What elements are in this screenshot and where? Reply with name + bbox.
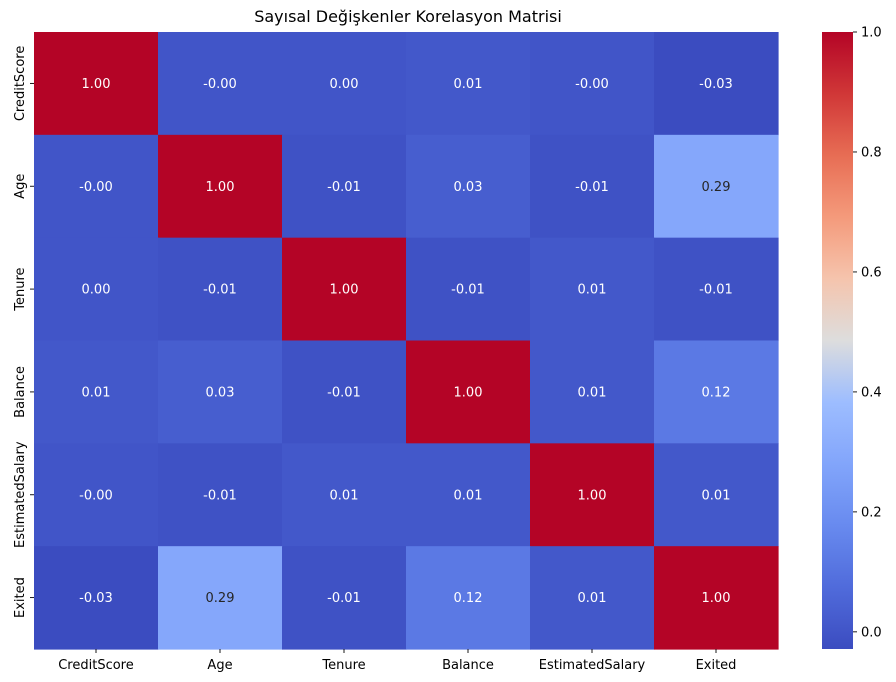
colorbar-gradient [822,32,853,649]
x-tick-label: CreditScore [58,658,134,673]
cell-value-label: 0.12 [454,591,483,606]
cell-value-label: 0.01 [578,283,607,298]
heatmap-cell [654,443,779,547]
heatmap-cell [406,32,531,136]
colorbar: 0.0 0.2 0.4 0.6 0.8 1.0 [822,26,882,649]
cell-value-label: 0.03 [454,180,483,195]
cell-value-label: 1.00 [454,385,483,400]
cell-value-label: 0.01 [330,488,359,503]
x-tick-label: EstimatedSalary [539,658,646,673]
heatmap-cell [530,546,655,650]
heatmap-cell [282,443,407,547]
y-tick-label: Exited [13,577,28,618]
heatmap-cell [406,340,531,444]
y-tick-label: EstimatedSalary [13,441,28,548]
heatmap-cell [654,32,779,136]
cell-value-label: -0.01 [451,283,485,298]
heatmap-cell [158,443,283,547]
heatmap-cell [530,443,655,547]
colorbar-tick-label: 0.0 [861,625,882,640]
cell-value-label: -0.01 [203,488,237,503]
cell-value-label: -0.00 [575,77,609,92]
y-axis: CreditScore Age Tenure Balance EstimatedSala… [13,46,34,618]
cell-value-label: 0.01 [702,488,731,503]
heatmap-cell [406,237,531,342]
x-tick-label: Balance [442,658,494,673]
cell-value-label: -0.03 [79,591,113,606]
heatmap-cell [406,443,531,547]
cell-value-label: 0.12 [702,385,731,400]
colorbar-tick-label: 0.6 [861,265,882,280]
heatmap-cell [282,237,407,342]
cell-value-label: -0.03 [699,77,733,92]
cell-value-label: 1.00 [578,488,607,503]
heatmap-cell [406,546,531,650]
heatmap-cell [34,340,159,444]
heatmap-cell [158,32,283,136]
heatmap-cell [34,134,159,239]
cell-value-label: -0.00 [203,77,237,92]
heatmap-cell [406,134,531,239]
colorbar-tick-label: 1.0 [861,26,882,41]
heatmap-cell [34,443,159,547]
y-tick-label: Age [13,174,28,199]
heatmap-cell [34,546,159,650]
heatmap-cell [282,340,407,444]
heatmap-cell [34,32,159,136]
cell-value-label: -0.00 [79,180,113,195]
heatmap-cell [530,134,655,239]
heatmap-cell-labels: 1.00 -0.00 0.00 0.01 -0.00 -0.03 -0.00 1.00 -0.0… [79,77,733,606]
x-tick-label: Tenure [321,658,365,673]
heatmap-cell [282,134,407,239]
cell-value-label: 0.01 [82,385,111,400]
cell-value-label: 0.29 [702,180,731,195]
heatmap-cells [34,32,779,650]
heatmap-cell [158,237,283,342]
chart-title: Sayısal Değişkenler Korelasyon Matrisi [254,7,562,26]
heatmap-cell [654,237,779,342]
cell-value-label: 0.01 [454,77,483,92]
y-tick-label: CreditScore [13,46,28,122]
cell-value-label: -0.01 [575,180,609,195]
cell-value-label: 1.00 [330,283,359,298]
x-axis: CreditScore Age Tenure Balance EstimatedSala… [58,649,736,673]
y-tick-label: Tenure [13,267,28,311]
cell-value-label: 0.29 [206,591,235,606]
heatmap-cell [654,340,779,444]
heatmap-cell [158,546,283,650]
cell-value-label: 1.00 [702,591,731,606]
heatmap-cell [530,237,655,342]
cell-value-label: -0.01 [699,283,733,298]
colorbar-tick-label: 0.8 [861,145,882,160]
cell-value-label: 0.00 [82,283,111,298]
cell-value-label: 1.00 [206,180,235,195]
cell-value-label: -0.01 [327,591,361,606]
cell-value-label: 0.01 [454,488,483,503]
heatmap-cell [34,237,159,342]
heatmap-cell [530,340,655,444]
cell-value-label: 0.00 [330,77,359,92]
colorbar-tick-label: 0.2 [861,505,882,520]
x-tick-label: Age [207,658,232,673]
heatmap-cell [654,134,779,239]
heatmap-cell [530,32,655,136]
heatmap-cell [282,546,407,650]
cell-value-label: -0.01 [327,180,361,195]
x-tick-label: Exited [696,658,737,673]
heatmap-cell [158,340,283,444]
y-tick-label: Balance [13,366,28,418]
cell-value-label: 0.01 [578,385,607,400]
colorbar-tick-label: 0.4 [861,385,882,400]
heatmap-cell [158,134,283,239]
cell-value-label: -0.01 [203,283,237,298]
heatmap-cell [654,546,779,650]
cell-value-label: 1.00 [82,77,111,92]
heatmap-cell [282,32,407,136]
cell-value-label: -0.01 [327,385,361,400]
cell-value-label: 0.03 [206,385,235,400]
cell-value-label: -0.00 [79,488,113,503]
cell-value-label: 0.01 [578,591,607,606]
